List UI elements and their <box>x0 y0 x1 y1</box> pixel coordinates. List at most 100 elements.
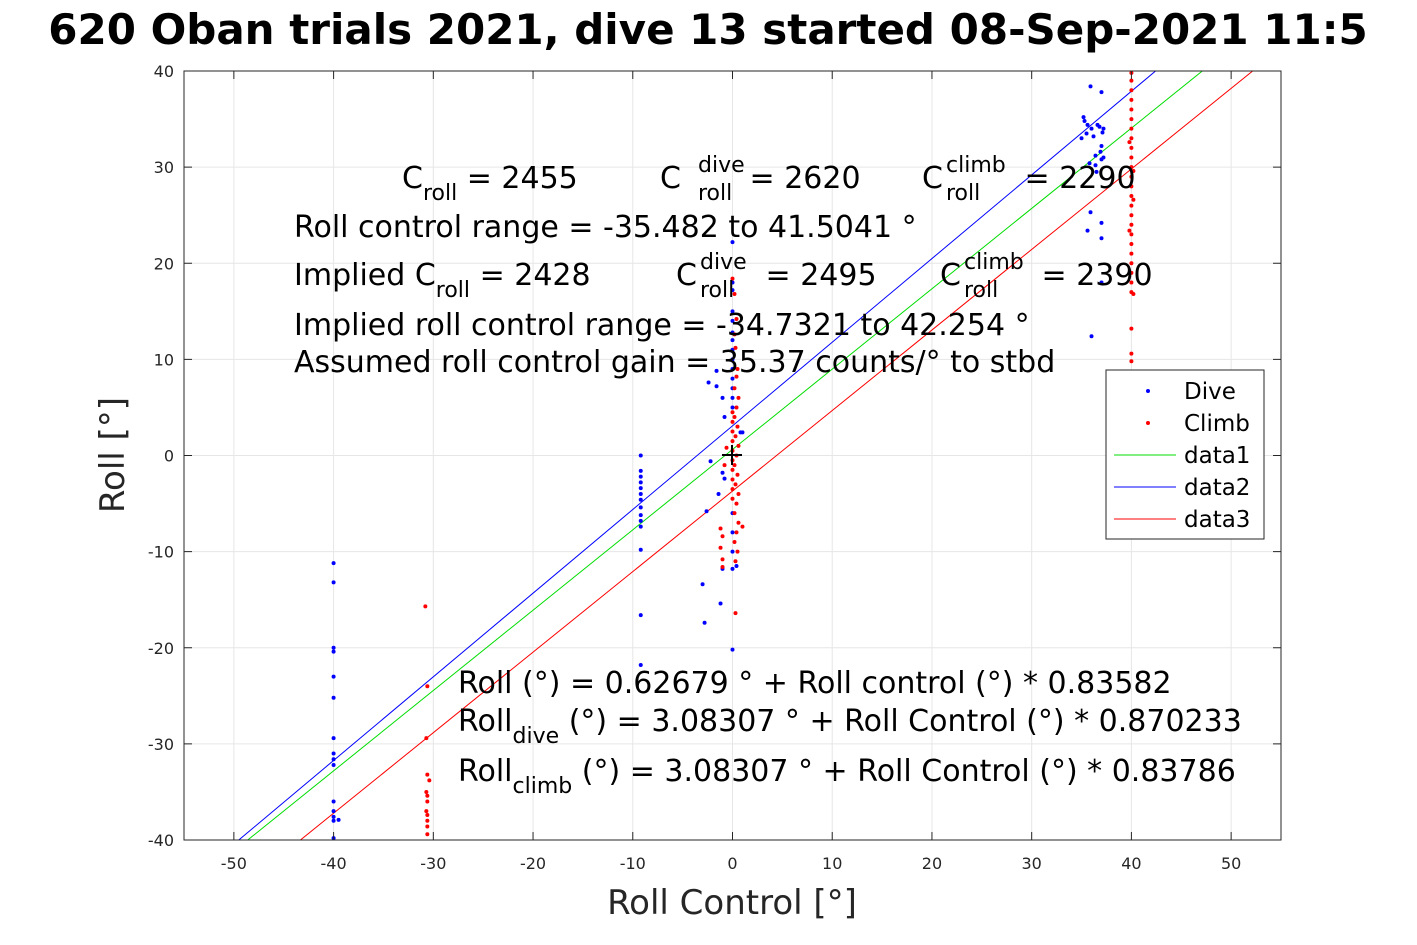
point-climb <box>1129 126 1134 131</box>
point-climb <box>1129 165 1134 170</box>
x-tick-label: -10 <box>620 854 646 873</box>
point-dive <box>336 817 341 822</box>
point-climb <box>718 526 723 531</box>
point-climb <box>425 824 430 829</box>
x-tick-label: -20 <box>520 854 546 873</box>
point-climb <box>1129 184 1134 189</box>
point-climb <box>730 276 735 281</box>
point-dive <box>734 564 739 569</box>
legend: Dive Climb data1 data2 data3 <box>1105 369 1265 540</box>
annotation-text: = 2455 <box>457 161 578 196</box>
point-climb <box>732 463 737 468</box>
point-dive <box>730 647 735 652</box>
x-tick-labels: -50 -40 -30 -20 -10 0 10 20 30 40 50 <box>221 71 1241 873</box>
point-dive <box>1093 163 1098 168</box>
point-climb <box>425 793 430 798</box>
point-dive <box>722 476 727 481</box>
point-climb <box>735 424 740 429</box>
point-climb <box>730 429 735 434</box>
point-climb <box>734 530 739 535</box>
point-dive <box>708 459 713 464</box>
annotation-text: = 2620 <box>740 161 861 196</box>
point-dive <box>331 649 336 654</box>
point-dive <box>1099 220 1104 225</box>
x-tick-label: 20 <box>922 854 942 873</box>
annotation-text: C <box>922 161 943 196</box>
annotation-text: (°) = 3.08307 ° + Roll Control (°) * 0.8… <box>559 704 1242 739</box>
point-dive <box>331 751 336 756</box>
annotation-superscript: climb <box>946 153 1006 178</box>
annotation-equation-climb: Rollclimb (°) = 3.08307 ° + Roll Control… <box>458 754 1236 799</box>
point-dive <box>706 380 711 385</box>
point-climb <box>425 832 430 837</box>
annotation-text: Roll <box>458 704 513 739</box>
point-climb <box>735 366 740 371</box>
point-climb <box>1127 228 1132 233</box>
y-tick-label: 0 <box>164 447 174 466</box>
y-tick-label: 20 <box>154 254 174 273</box>
annotation-text: C <box>940 258 961 293</box>
point-dive <box>1099 90 1104 95</box>
point-climb <box>724 445 729 450</box>
point-climb <box>425 799 430 804</box>
annotation-superscript: dive <box>698 153 745 178</box>
point-climb <box>733 434 738 439</box>
point-dive <box>1085 228 1090 233</box>
point-dive <box>331 818 336 823</box>
point-dive <box>1091 134 1096 139</box>
point-dive <box>718 601 723 606</box>
legend-label-climb: Climb <box>1184 411 1250 437</box>
annotation-subscript: roll <box>423 181 457 206</box>
point-dive <box>1081 115 1086 120</box>
annotation-equation-dive: Rolldive (°) = 3.08307 ° + Roll Control … <box>458 704 1242 749</box>
point-climb <box>734 501 739 506</box>
point-dive <box>1088 210 1093 215</box>
point-dive <box>714 384 719 389</box>
point-dive <box>1088 84 1093 89</box>
point-climb <box>736 443 741 448</box>
point-dive <box>704 509 709 514</box>
y-tick-label: -30 <box>148 735 174 754</box>
point-dive <box>1082 118 1087 123</box>
annotation-text: Roll <box>458 754 513 789</box>
fit-line-data2 <box>237 71 1157 840</box>
point-climb <box>1129 193 1134 198</box>
point-climb <box>423 604 428 609</box>
point-dive <box>638 613 643 618</box>
point-climb <box>1129 78 1134 83</box>
annotation-subscript: dive <box>513 724 560 749</box>
point-climb <box>1129 88 1134 93</box>
annotation-text: (°) = 3.08307 ° + Roll Control (°) * 0.8… <box>572 754 1236 789</box>
point-dive <box>730 549 735 554</box>
point-climb <box>736 395 741 400</box>
annotation-text: C <box>660 161 681 196</box>
annotation-subscript: roll <box>946 181 980 206</box>
point-climb <box>1129 359 1134 364</box>
point-climb <box>736 520 741 525</box>
point-climb <box>425 772 430 777</box>
point-climb <box>733 611 738 616</box>
legend-label-data2: data2 <box>1184 475 1250 501</box>
point-climb <box>718 545 723 550</box>
point-climb <box>1129 97 1134 102</box>
point-dive <box>730 376 735 381</box>
point-climb <box>732 511 737 516</box>
point-climb <box>740 524 745 529</box>
x-tick-label: 50 <box>1221 854 1241 873</box>
point-dive <box>638 480 643 485</box>
point-dive <box>1089 334 1094 339</box>
point-climb <box>730 419 735 424</box>
point-climb <box>1129 232 1134 237</box>
point-climb <box>1129 251 1134 256</box>
point-climb <box>732 415 737 420</box>
point-climb <box>1131 197 1136 202</box>
annotation-subscript: roll <box>700 278 734 303</box>
legend-label-data3: data3 <box>1184 507 1250 533</box>
point-climb <box>732 386 737 391</box>
point-dive <box>700 582 705 587</box>
annotation-implied-range: Implied roll control range = -34.7321 to… <box>294 308 1030 343</box>
point-climb <box>424 809 429 814</box>
x-tick-label: -40 <box>321 854 347 873</box>
